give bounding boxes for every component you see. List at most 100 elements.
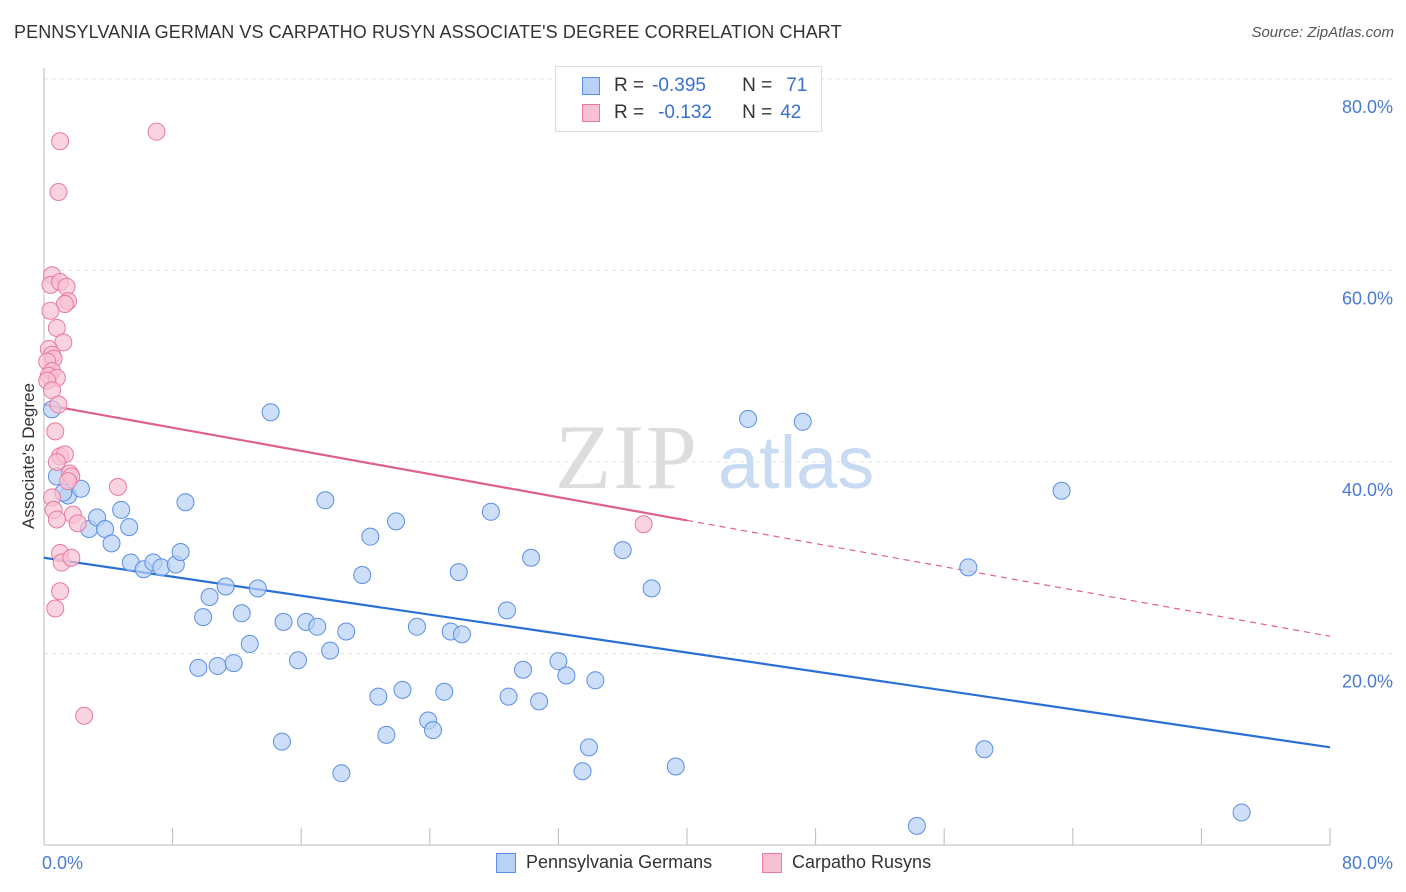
carpatho-rusyn-point [68,514,87,533]
data-points [38,122,1251,835]
pennsylvania-german-point [189,658,208,677]
carpatho-rusyn-point [62,548,81,567]
pennsylvania-german-point [176,493,195,512]
carpatho-rusyn-point [51,582,70,601]
pennsylvania-german-point [288,651,307,670]
carpatho-rusyn-point [47,453,66,471]
pennsylvania-german-point [530,692,549,711]
pennsylvania-german-point [435,682,454,701]
trend-line-dashed [686,519,1331,637]
pennsylvania-german-point [481,502,500,521]
carpatho-rusyn-point [47,510,66,529]
pennsylvania-german-point [449,563,468,582]
legend-row-carpatho-rusyns: R = -0.132 N = 42 [582,100,801,126]
pennsylvania-german-point [499,687,518,706]
pennsylvania-german-point [1232,803,1251,822]
legend-r-label: R = [614,75,645,96]
correlation-legend: R = -0.395 N = 71 R = -0.132 N = 42 [555,66,822,132]
pennsylvania-german-point [642,579,661,598]
series-legend-label: Carpatho Rusyns [792,852,932,872]
pennsylvania-german-point [361,527,380,546]
series-legend-carpatho-rusyns: Carpatho Rusyns [762,852,931,873]
pennsylvania-german-point [353,565,372,584]
pennsylvania-german-point [549,652,568,671]
pennsylvania-german-point [332,764,351,783]
carpatho-rusyn-point [634,515,653,534]
legend-r-value: -0.395 [652,75,706,96]
pennsylvania-german-point [321,641,340,660]
pennsylvania-german-point [573,762,592,781]
axes [43,68,1331,846]
pennsylvania-german-point [975,740,994,759]
pennsylvania-german-point [224,654,243,673]
pennsylvania-german-point [739,409,758,428]
legend-r-label: R = [614,102,645,123]
pennsylvania-german-point [102,534,121,553]
carpatho-rusyn-point [51,132,70,151]
y-tick-label: 60.0% [1342,289,1393,309]
pennsylvania-german-point [316,491,335,510]
x-tick-label: 0.0% [42,853,83,873]
x-tick-label: 80.0% [1342,853,1393,873]
trend-line-solid [43,403,688,522]
pennsylvania-german-point [959,558,978,577]
legend-n-label: N = [742,102,773,123]
pennsylvania-german-point [274,612,293,631]
pennsylvania-german-point [1052,481,1071,500]
series-legend: Pennsylvania Germans Carpatho Rusyns [0,852,1406,878]
source-credit: Source: ZipAtlas.com [1251,24,1394,41]
series-legend-pennsylvania-germans: Pennsylvania Germans [496,852,712,873]
legend-n-value: 42 [780,102,802,123]
pennsylvania-german-point [377,725,396,744]
pennsylvania-german-point [613,541,632,560]
grid-lines [44,78,1393,654]
pennsylvania-german-point [248,579,267,598]
carpatho-rusyn-point [75,706,94,725]
series-legend-label: Pennsylvania Germans [526,852,713,872]
legend-n-value: 71 [786,75,808,96]
pennsylvania-german-point [272,732,291,751]
pennsylvania-german-point [666,757,685,776]
series-swatch-blue [496,852,516,873]
carpatho-rusyn-point [49,182,68,201]
pennsylvania-german-point [393,680,412,699]
y-tick-label: 40.0% [1342,480,1393,500]
pennsylvania-german-point [200,588,219,607]
carpatho-rusyn-point [49,395,68,414]
y-tick-label: 20.0% [1342,672,1393,692]
chart-title: PENNSYLVANIA GERMAN VS CARPATHO RUSYN AS… [14,22,842,42]
pennsylvania-german-point [171,543,190,562]
legend-swatch-blue [582,77,600,95]
legend-r-value: -0.132 [658,102,712,123]
watermark-atlas: atlas [718,421,874,504]
carpatho-rusyn-point [46,422,65,441]
pennsylvania-german-point [793,412,812,431]
trend-line-solid [43,556,1331,749]
tick-labels: 20.0% 40.0% 60.0% 80.0% 0.0% 80.0% [42,97,1393,873]
watermark: ZIP atlas [555,406,874,508]
pennsylvania-german-point [369,687,388,706]
pennsylvania-german-point [907,816,926,835]
legend-row-pennsylvania-germans: R = -0.395 N = 71 [582,73,807,99]
carpatho-rusyn-point [147,122,166,141]
pennsylvania-german-point [120,518,139,537]
carpatho-rusyn-point [46,599,65,618]
pennsylvania-german-point [112,500,131,519]
pennsylvania-german-point [208,656,227,675]
pennsylvania-german-point [308,617,327,636]
pennsylvania-german-point [194,608,213,627]
pennsylvania-german-point [407,617,426,636]
pennsylvania-german-point [452,625,471,644]
pennsylvania-german-point [261,403,280,422]
carpatho-rusyn-point [59,472,78,491]
pennsylvania-german-point [337,622,356,641]
pennsylvania-german-point [240,634,259,653]
pennsylvania-german-point [232,604,251,623]
watermark-zip: ZIP [555,406,699,508]
pennsylvania-german-point [424,721,443,740]
carpatho-rusyn-point [108,477,127,496]
pennsylvania-german-point [387,512,406,531]
y-tick-label: 80.0% [1342,97,1393,117]
legend-n-label: N = [742,75,773,96]
